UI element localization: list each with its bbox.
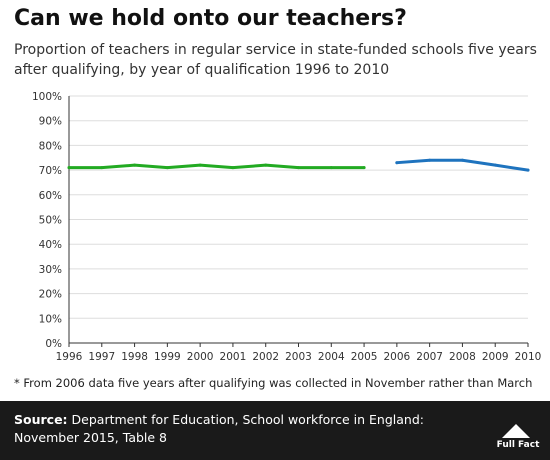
x-tick-label: 2008 xyxy=(449,351,476,363)
x-tick-label: 2000 xyxy=(187,351,214,363)
data-point xyxy=(460,158,464,162)
series xyxy=(67,158,530,172)
x-tick-label: 2007 xyxy=(416,351,443,363)
y-tick-label: 60% xyxy=(39,190,62,202)
line-chart: 0%10%20%30%40%50%60%70%80%90%100% 1996 19… xyxy=(32,91,542,363)
x-tick-label: 1997 xyxy=(88,351,115,363)
y-tick-label: 0% xyxy=(45,338,62,350)
y-tick-labels: 0% 10% 20% 30% 40% 50% 60% 70% 80% 90% 100% xyxy=(32,91,62,350)
data-point xyxy=(493,163,497,167)
y-tick-label: 40% xyxy=(39,239,62,251)
full-fact-logo-icon xyxy=(502,424,530,438)
source-text: Source: Department for Education, School… xyxy=(14,411,484,447)
x-tick-label: 2010 xyxy=(515,351,542,363)
data-point xyxy=(198,163,202,167)
x-tick-label: 2006 xyxy=(383,351,410,363)
y-tick-label: 10% xyxy=(39,313,62,325)
y-tick-label: 70% xyxy=(39,165,62,177)
x-tick-label: 2002 xyxy=(252,351,279,363)
x-tick-labels: 1996 1997 1998 1999 2000 2001 2002 2003 2004 2005… xyxy=(56,351,542,363)
x-tick-label: 2005 xyxy=(351,351,378,363)
data-point xyxy=(329,166,333,170)
data-point xyxy=(428,158,432,162)
gridlines xyxy=(69,95,528,319)
full-fact-logo[interactable]: Full Fact xyxy=(492,424,544,454)
x-tick-label: 1998 xyxy=(121,351,148,363)
axes xyxy=(68,96,529,347)
data-point xyxy=(264,163,268,167)
source-detail: Department for Education, School workfor… xyxy=(14,412,424,445)
data-point xyxy=(362,166,366,170)
chart-subtitle: Proportion of teachers in regular servic… xyxy=(14,42,537,78)
data-point xyxy=(297,166,300,170)
x-tick-label: 2003 xyxy=(285,351,312,363)
data-point xyxy=(165,166,169,170)
data-point xyxy=(133,163,137,167)
chart-title: Can we hold onto our teachers? xyxy=(14,6,407,31)
footnote: * From 2006 data five years after qualif… xyxy=(14,376,533,390)
data-point xyxy=(67,166,71,170)
x-tick-label: 2001 xyxy=(220,351,247,363)
data-point xyxy=(100,166,104,170)
x-tick-label: 1999 xyxy=(154,351,181,363)
x-tick-label: 1996 xyxy=(56,351,83,363)
series-line-1 xyxy=(67,163,366,170)
y-tick-label: 20% xyxy=(39,289,62,301)
y-tick-label: 100% xyxy=(32,91,62,103)
data-point xyxy=(526,168,530,172)
x-tick-label: 2009 xyxy=(482,351,509,363)
y-tick-label: 30% xyxy=(39,264,62,276)
full-fact-logo-text: Full Fact xyxy=(496,440,540,450)
y-tick-label: 80% xyxy=(39,140,62,152)
data-point xyxy=(231,166,235,170)
footer-bar: Source: Department for Education, School… xyxy=(0,401,550,460)
y-tick-label: 50% xyxy=(39,215,62,227)
y-tick-label: 90% xyxy=(39,116,62,128)
x-tick-label: 2004 xyxy=(318,351,345,363)
source-label: Source: xyxy=(14,412,68,427)
data-point xyxy=(395,161,399,165)
